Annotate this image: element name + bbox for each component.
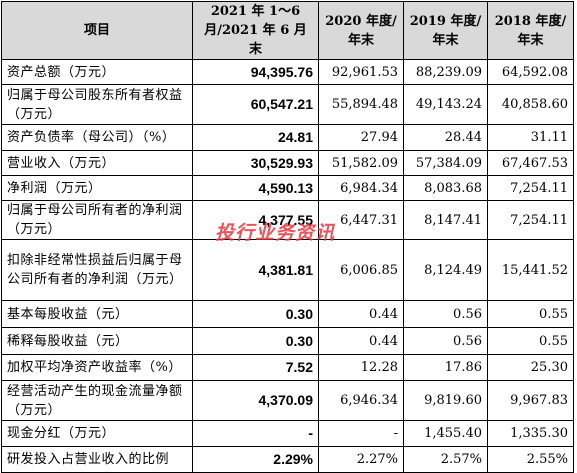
- row-label: 归属于母公司股东所有者权益（万元）: [1, 84, 193, 125]
- cell: 6,946.34: [318, 380, 404, 421]
- cell: 64,592.08: [487, 59, 574, 85]
- table-row: 经营活动产生的现金流量净额（万元） 4,370.09 6,946.34 9,819.6…: [1, 380, 574, 421]
- row-label: 经营活动产生的现金流量净额（万元）: [1, 380, 193, 421]
- cell: 17.86: [403, 354, 488, 381]
- cell: 4,381.81: [192, 239, 319, 301]
- header-row: 项目 2021 年 1～6 月/2021 年 6 月末 2020 年度/年末 2019…: [1, 1, 574, 60]
- cell: 94,395.76: [192, 59, 319, 85]
- cell: 27.94: [318, 124, 404, 151]
- cell: 6,984.34: [318, 175, 404, 201]
- cell: 31.11: [487, 124, 574, 151]
- cell: 9,819.60: [403, 380, 488, 421]
- row-label: 稀释每股收益（元）: [1, 327, 193, 355]
- table-row: 加权平均净资产收益率（%） 7.52 12.28 17.86 25.30: [1, 354, 574, 381]
- cell: 8,083.68: [403, 175, 488, 201]
- cell: 0.44: [318, 300, 404, 328]
- row-label: 归属于母公司所有者的净利润（万元）: [1, 200, 193, 240]
- row-label: 营业收入（万元）: [1, 150, 193, 176]
- row-label: 加权平均净资产收益率（%）: [1, 354, 193, 381]
- cell: 24.81: [192, 124, 319, 151]
- cell: 0.56: [403, 327, 488, 355]
- cell: 7.52: [192, 354, 319, 381]
- cell: 0.55: [487, 327, 574, 355]
- watermark: 投行业务资讯: [215, 222, 336, 244]
- row-label: 现金分红（万元）: [1, 420, 193, 447]
- row-label: 扣除非经常性损益后归属于母公司所有者的净利润（万元）: [1, 239, 193, 301]
- table-row: 稀释每股收益（元） 0.30 0.44 0.56 0.55: [1, 327, 574, 355]
- cell: 1,455.40: [403, 420, 488, 447]
- table-row: 基本每股收益（元） 0.30 0.44 0.56 0.55: [1, 300, 574, 328]
- cell: 7,254.11: [487, 200, 574, 240]
- cell: 25.30: [487, 354, 574, 381]
- row-label: 资产总额（万元）: [1, 59, 193, 85]
- cell: -: [192, 420, 319, 447]
- table-row: 资产总额（万元） 94,395.76 92,961.53 88,239.09 64,59…: [1, 59, 574, 85]
- header-cell: 2019 年度/年末: [403, 1, 488, 60]
- cell: 8,124.49: [403, 239, 488, 301]
- cell: 4,370.09: [192, 380, 319, 421]
- table-row: 资产负债率（母公司）（%） 24.81 27.94 28.44 31.11: [1, 124, 574, 151]
- header-cell: 2020 年度/年末: [318, 1, 404, 60]
- cell: 0.55: [487, 300, 574, 328]
- header-cell: 2018 年度/年末: [487, 1, 574, 60]
- cell: 0.44: [318, 327, 404, 355]
- cell: 7,254.11: [487, 175, 574, 201]
- row-label: 基本每股收益（元）: [1, 300, 193, 328]
- cell: -: [318, 420, 404, 447]
- cell: 8,147.41: [403, 200, 488, 240]
- table-row: 净利润（万元） 4,590.13 6,984.34 8,083.68 7,254.11: [1, 175, 574, 201]
- cell: 30,529.93: [192, 150, 319, 176]
- cell: 57,384.09: [403, 150, 488, 176]
- cell: 6,447.31: [318, 200, 404, 240]
- cell: 88,239.09: [403, 59, 488, 85]
- row-label: 资产负债率（母公司）（%）: [1, 124, 193, 151]
- cell: 49,143.24: [403, 84, 488, 125]
- cell: 0.56: [403, 300, 488, 328]
- cell: 9,967.83: [487, 380, 574, 421]
- header-cell: 项目: [1, 1, 193, 60]
- cell: 0.30: [192, 327, 319, 355]
- cell: 6,006.85: [318, 239, 404, 301]
- cell: 55,894.48: [318, 84, 404, 125]
- cell: 60,547.21: [192, 84, 319, 125]
- table-row: 营业收入（万元） 30,529.93 51,582.09 57,384.09 67,46…: [1, 150, 574, 176]
- table-row: 归属于母公司股东所有者权益（万元） 60,547.21 55,894.48 49,14…: [1, 84, 574, 125]
- row-label: 净利润（万元）: [1, 175, 193, 201]
- cell: 67,467.53: [487, 150, 574, 176]
- cell: 51,582.09: [318, 150, 404, 176]
- cell: 40,858.60: [487, 84, 574, 125]
- cell: 1,335.30: [487, 420, 574, 447]
- cell: 28.44: [403, 124, 488, 151]
- header-cell: 2021 年 1～6 月/2021 年 6 月末: [192, 1, 319, 60]
- cell: 0.30: [192, 300, 319, 328]
- cell: 92,961.53: [318, 59, 404, 85]
- table-row: 扣除非经常性损益后归属于母公司所有者的净利润（万元） 4,381.81 6,006.…: [1, 239, 574, 301]
- cell: 4,590.13: [192, 175, 319, 201]
- cell: 15,441.52: [487, 239, 574, 301]
- table-row: 现金分红（万元） - -1,455.40 1,335.30: [1, 420, 574, 447]
- cell: 12.28: [318, 354, 404, 381]
